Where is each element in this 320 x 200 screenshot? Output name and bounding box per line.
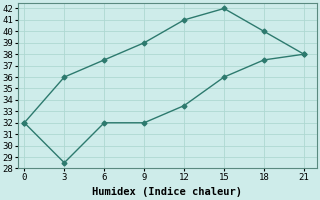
X-axis label: Humidex (Indice chaleur): Humidex (Indice chaleur) xyxy=(92,187,243,197)
